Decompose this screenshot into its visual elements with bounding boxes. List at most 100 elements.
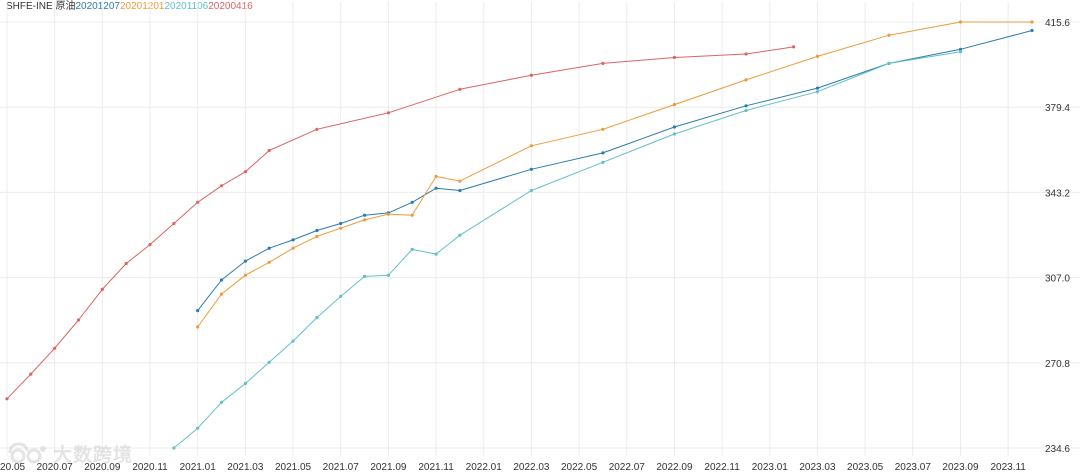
data-point (243, 259, 247, 263)
data-point (315, 127, 319, 131)
data-point (815, 90, 820, 94)
data-point (339, 294, 343, 298)
x-tick-label: 2021.05 (275, 462, 312, 473)
data-point (744, 104, 748, 108)
data-point (958, 47, 963, 51)
data-point (458, 87, 462, 91)
series-line-20201201 (197, 21, 1032, 328)
x-tick-label: 2022.03 (513, 462, 550, 473)
data-point (815, 86, 820, 90)
data-point (100, 287, 104, 291)
data-point (243, 170, 247, 174)
x-tick-label: 2021.01 (180, 462, 217, 473)
data-point (124, 261, 128, 266)
data-point (339, 226, 343, 230)
x-tick-label: 2023.05 (847, 462, 884, 473)
legend-series-3[interactable]: 20201106 (164, 1, 209, 12)
data-point (744, 108, 748, 113)
data-point (267, 260, 271, 264)
x-tick-label: 2023.07 (895, 462, 932, 473)
data-point (219, 184, 224, 188)
watermark-text: 大数跨境 (53, 443, 134, 466)
x-tick-label: 2021.07 (323, 462, 360, 473)
data-point (410, 213, 414, 217)
legend-series-1[interactable]: 20201207 (75, 1, 120, 12)
data-point (172, 221, 176, 226)
x-tick-label: 2023.11 (990, 462, 1026, 473)
data-point (458, 188, 462, 193)
data-point (243, 273, 247, 277)
data-point (315, 316, 319, 320)
y-tick-label: 270.8 (1045, 359, 1070, 370)
x-tick-label: 2022.05 (561, 462, 598, 473)
y-tick-label: 307.0 (1045, 274, 1070, 285)
data-point (744, 52, 748, 56)
series-20200416 (5, 45, 796, 401)
data-point (672, 103, 677, 107)
legend-series-2[interactable]: 20201201 (119, 1, 165, 12)
chart-series-layer (5, 20, 1034, 450)
data-point (363, 218, 367, 222)
y-tick-label: 415.6 (1045, 18, 1070, 29)
data-point (267, 148, 271, 153)
data-point (386, 111, 390, 115)
data-point (386, 212, 390, 216)
x-tick-label: 2023.01 (752, 462, 789, 473)
y-tick-label: 379.4 (1045, 103, 1070, 114)
x-tick-label: 2021.11 (418, 462, 454, 473)
data-point (434, 252, 438, 256)
legend-series-4[interactable]: 20200416 (208, 1, 253, 12)
x-tick-label: 2021.09 (370, 462, 407, 473)
x-tick-label: 2020.09 (84, 462, 121, 473)
data-point (529, 73, 534, 77)
data-point (601, 127, 605, 131)
data-point (363, 274, 367, 278)
chart-grid (0, 2, 1080, 456)
x-tick-label: 2023.03 (799, 462, 836, 473)
data-point (5, 397, 9, 401)
x-tick-label: 2022.07 (609, 462, 646, 473)
series-20201106 (172, 50, 963, 450)
data-point (219, 292, 224, 296)
data-point (76, 318, 81, 322)
data-point (148, 243, 152, 247)
data-point (601, 61, 605, 65)
data-point (291, 246, 295, 250)
data-point (315, 234, 319, 238)
data-point (887, 33, 891, 37)
data-point (744, 78, 748, 82)
data-point (958, 20, 963, 24)
watermark-logo-icon (8, 442, 46, 464)
data-point (672, 125, 677, 129)
data-point (1030, 28, 1034, 33)
data-point (172, 446, 176, 450)
data-point (219, 400, 224, 404)
x-tick-label: 2022.11 (704, 462, 740, 473)
data-point (434, 186, 438, 190)
chart-legend-title: SHFE-INE 原油20201207202012012020110620200… (6, 1, 253, 13)
x-tick-label: 2020.07 (37, 462, 74, 473)
legend-prefix: SHFE-INE 原油 (6, 1, 76, 12)
data-point (291, 339, 295, 343)
x-tick-label: 2021.03 (227, 462, 264, 473)
watermark: 大数跨境 (6, 437, 146, 469)
data-point (958, 50, 963, 54)
y-axis: 234.6 270.8 307.0 343.2 379.4 415.6 (1045, 18, 1070, 455)
data-point (196, 325, 200, 329)
data-point (601, 151, 605, 155)
data-point (53, 346, 57, 350)
data-point (29, 372, 33, 376)
data-point (792, 45, 796, 49)
data-point (243, 381, 247, 386)
series-line-20200416 (6, 46, 794, 400)
data-point (1030, 20, 1034, 24)
data-point (672, 132, 677, 136)
data-point (315, 228, 319, 233)
x-tick-label: 2020.05 (0, 462, 26, 473)
series-20201207 (196, 28, 1034, 313)
data-point (267, 246, 271, 250)
data-point (410, 200, 414, 204)
x-tick-label: 2022.01 (466, 462, 503, 473)
data-point (601, 160, 605, 164)
data-point (815, 54, 820, 59)
